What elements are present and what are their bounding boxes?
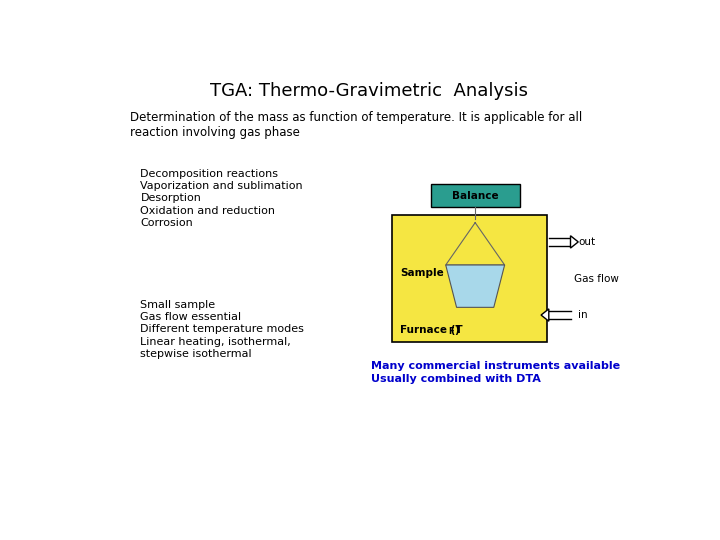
Text: Gas flow essential: Gas flow essential: [140, 312, 241, 322]
Text: TGA: Thermo-Gravimetric  Analysis: TGA: Thermo-Gravimetric Analysis: [210, 82, 528, 100]
Text: Vaporization and sublimation: Vaporization and sublimation: [140, 181, 303, 191]
Text: Oxidation and reduction: Oxidation and reduction: [140, 206, 275, 215]
Polygon shape: [541, 309, 549, 321]
Text: Small sample: Small sample: [140, 300, 215, 309]
Text: Gas flow: Gas flow: [575, 274, 619, 284]
Text: in: in: [578, 310, 588, 320]
Text: out: out: [578, 237, 595, 247]
Text: Sample: Sample: [400, 268, 444, 278]
Text: Many commercial instruments available: Many commercial instruments available: [371, 361, 620, 372]
Bar: [392, 215, 547, 342]
Text: Corrosion: Corrosion: [140, 218, 193, 228]
Text: Determination of the mass as function of temperature. It is applicable for all
r: Determination of the mass as function of…: [130, 111, 582, 139]
Text: Linear heating, isothermal,: Linear heating, isothermal,: [140, 336, 291, 347]
Text: Desorption: Desorption: [140, 193, 202, 204]
Text: Furnace (T: Furnace (T: [400, 326, 463, 335]
Text: Usually combined with DTA: Usually combined with DTA: [371, 374, 541, 384]
Polygon shape: [446, 265, 505, 307]
Text: Decomposition reactions: Decomposition reactions: [140, 168, 279, 179]
Bar: [431, 184, 520, 207]
Text: F: F: [448, 327, 454, 336]
Text: Balance: Balance: [452, 191, 499, 201]
Text: ): ): [454, 326, 459, 335]
Text: Different temperature modes: Different temperature modes: [140, 325, 305, 334]
Polygon shape: [570, 236, 578, 248]
Text: stepwise isothermal: stepwise isothermal: [140, 349, 252, 359]
